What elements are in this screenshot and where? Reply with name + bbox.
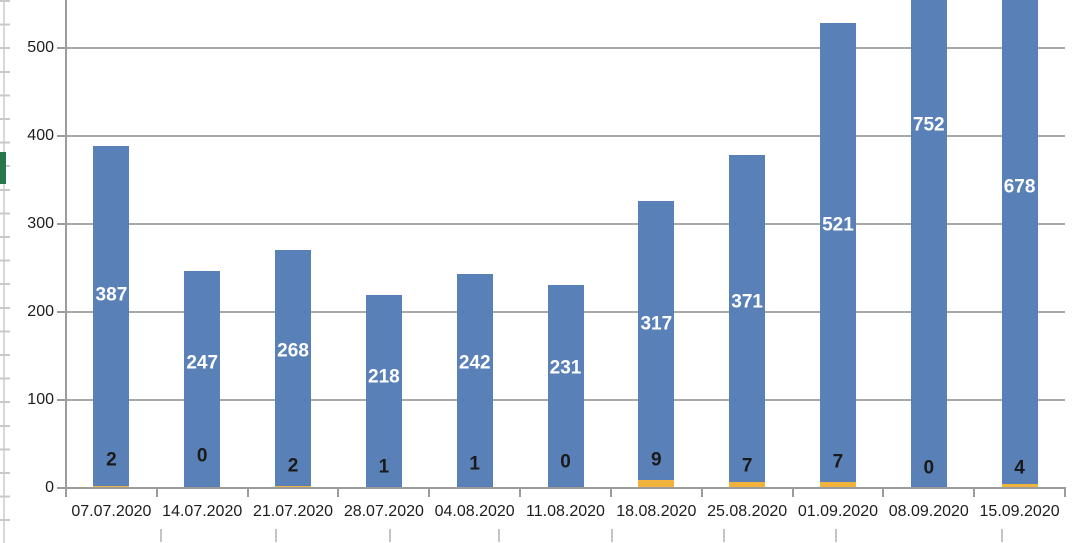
bar-segment-blue[interactable] — [910, 0, 947, 488]
bar-segment-blue[interactable] — [1001, 0, 1038, 485]
sheet-cell-border-stub — [389, 529, 391, 542]
gridline — [66, 47, 1065, 49]
bar-value-label-orange: 2 — [106, 449, 117, 471]
bar-value-label-blue: 371 — [731, 291, 763, 313]
bar-segment-blue[interactable] — [729, 155, 766, 482]
bar-value-label-blue: 678 — [1003, 176, 1036, 198]
x-axis-category-label: 14.07.2020 — [162, 503, 243, 520]
bar-segment-blue[interactable] — [638, 201, 675, 481]
bar-value-label-orange: 0 — [560, 451, 571, 473]
bar-segment-blue[interactable] — [365, 295, 402, 488]
x-axis-tick — [337, 487, 340, 497]
x-axis-category-label: 01.09.2020 — [797, 503, 878, 520]
bar-value-label-orange: 7 — [741, 455, 753, 477]
y-axis-tick-label: 400 — [27, 127, 54, 144]
bar-value-label-orange: 1 — [469, 453, 480, 475]
y-axis-tick-label: 100 — [27, 391, 54, 408]
y-axis-tick-label: 200 — [27, 303, 54, 320]
x-axis-line — [65, 487, 1066, 489]
y-axis-tick — [57, 135, 66, 137]
bar-segment-blue[interactable] — [819, 23, 856, 482]
y-axis-tick-label: 300 — [27, 215, 54, 232]
sheet-cell-border-stub — [611, 529, 613, 542]
bar-value-label-blue: 268 — [277, 340, 309, 362]
bar-value-label-orange: 4 — [1014, 457, 1025, 479]
x-axis-category-label: 15.09.2020 — [979, 503, 1060, 520]
sheet-cell-border-stub — [723, 529, 725, 542]
y-axis-tick — [57, 47, 66, 49]
bar-segment-blue[interactable] — [456, 274, 493, 488]
x-axis-tick — [1064, 487, 1066, 497]
bar-value-label-orange: 0 — [196, 445, 208, 467]
x-axis-tick — [246, 487, 249, 497]
sheet-cell-border-stub — [1001, 529, 1003, 542]
y-axis-tick — [57, 311, 66, 313]
sheet-cell-border-stub — [275, 529, 277, 542]
bar-value-label-orange: 1 — [378, 456, 390, 478]
gridline — [66, 223, 1065, 225]
x-axis-category-label: 18.08.2020 — [616, 503, 697, 520]
bar-segment-blue[interactable] — [547, 284, 584, 488]
y-axis-tick-label: 0 — [45, 479, 54, 496]
x-axis-tick — [65, 487, 67, 497]
x-axis-tick — [882, 487, 885, 497]
bar-segment-blue[interactable] — [184, 270, 221, 488]
x-axis-tick — [791, 487, 794, 497]
x-axis-category-label: 07.07.2020 — [71, 503, 152, 520]
bar-segment-blue[interactable] — [93, 145, 130, 487]
x-axis-tick — [428, 487, 431, 497]
sheet-row-border-stubs — [0, 0, 10, 543]
y-axis-line — [65, 0, 67, 488]
y-axis-tick — [57, 399, 66, 401]
bar-segment-orange[interactable] — [1001, 484, 1038, 488]
x-axis-tick — [519, 487, 522, 497]
x-axis-tick — [973, 487, 976, 497]
bar-segment-orange[interactable] — [819, 481, 856, 488]
x-axis-category-label: 11.08.2020 — [526, 503, 605, 520]
x-axis-category-label: 08.09.2020 — [888, 503, 969, 520]
y-axis-tick — [57, 487, 66, 489]
bar-value-label-blue: 242 — [458, 352, 491, 374]
bar-value-label-blue: 387 — [95, 284, 128, 306]
x-axis-tick — [700, 487, 703, 497]
bar-value-label-blue: 231 — [549, 357, 582, 379]
x-axis-tick — [155, 487, 158, 497]
bar-value-label-blue: 218 — [368, 366, 400, 388]
bar-value-label-blue: 521 — [822, 214, 854, 236]
y-axis-tick — [57, 223, 66, 225]
x-axis-category-label: 28.07.2020 — [343, 503, 424, 520]
sheet-cell-border-stub — [160, 529, 162, 542]
sheet-cell-border-stub — [835, 529, 837, 542]
sheet-cell-border-stub — [498, 529, 500, 542]
sheet-selected-cell-marker — [0, 152, 6, 184]
gridline — [66, 135, 1065, 137]
bar-value-label-blue: 317 — [640, 313, 673, 335]
bar-value-label-orange: 0 — [923, 457, 935, 479]
bar-segment-orange[interactable] — [729, 481, 766, 488]
x-axis-category-label: 21.07.2020 — [252, 503, 334, 520]
bar-value-label-orange: 9 — [651, 449, 662, 471]
bar-value-label-blue: 752 — [912, 114, 945, 136]
bar-value-label-orange: 2 — [287, 455, 299, 477]
x-axis-category-label: 25.08.2020 — [707, 503, 788, 520]
bar-value-label-orange: 7 — [832, 451, 844, 473]
bar-value-label-blue: 247 — [186, 352, 219, 374]
bar-segment-orange[interactable] — [638, 480, 675, 488]
y-axis-tick-label: 500 — [27, 39, 54, 56]
x-axis-tick — [609, 487, 612, 497]
x-axis-category-label: 04.08.2020 — [434, 503, 515, 520]
bar-segment-blue[interactable] — [275, 250, 312, 487]
